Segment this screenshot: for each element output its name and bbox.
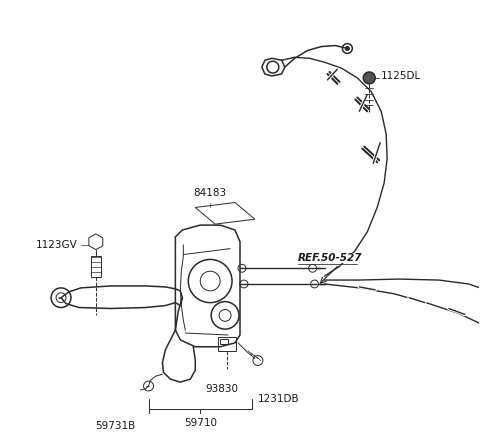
Text: 84183: 84183 [193, 187, 227, 197]
Bar [220, 339, 228, 344]
Text: 93830: 93830 [205, 384, 239, 394]
Text: 59710: 59710 [184, 418, 217, 428]
Text: 1125DL: 1125DL [381, 71, 421, 81]
Text: REF.50-527: REF.50-527 [298, 253, 362, 263]
Bar [218, 337, 236, 351]
Bar [91, 256, 101, 277]
Circle shape [346, 46, 349, 50]
Circle shape [363, 72, 375, 84]
Text: 59731B: 59731B [96, 421, 136, 431]
Text: 1231DB: 1231DB [258, 394, 300, 404]
Text: 1123GV: 1123GV [36, 240, 78, 250]
